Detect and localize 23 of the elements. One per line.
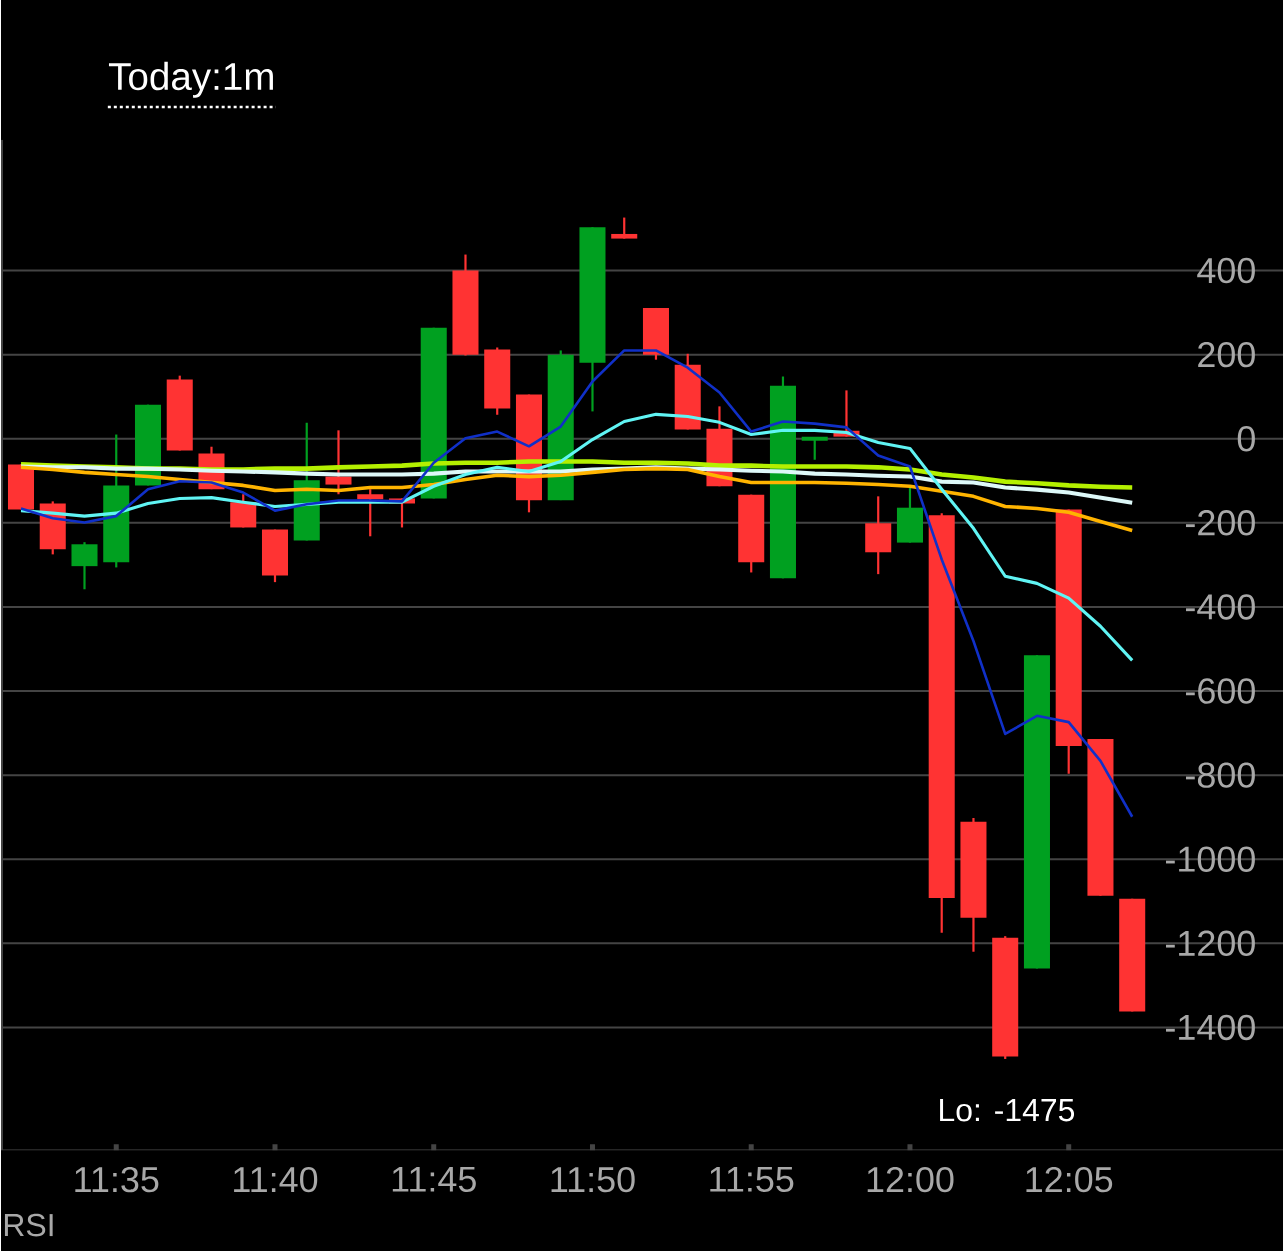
x-tick-label: 11:35 bbox=[75, 1166, 159, 1193]
x-tick-label: 12:05 bbox=[1026, 1166, 1113, 1193]
line-series bbox=[19, 349, 1134, 819]
annotation: Lo: -1475 bbox=[940, 1099, 1075, 1122]
x-tick-label: 11:55 bbox=[710, 1166, 794, 1192]
y-tick-label: 0 bbox=[1237, 426, 1255, 452]
chart-title: Today:1m bbox=[108, 61, 273, 98]
y-tick-label: 400 bbox=[1197, 257, 1255, 284]
x-tick-label: 12:00 bbox=[867, 1166, 954, 1193]
text: RSI bbox=[4, 1213, 53, 1237]
candlestick bbox=[325, 429, 352, 496]
x-tick-label: 11:50 bbox=[551, 1166, 635, 1193]
x-tick-label: 11:40 bbox=[234, 1166, 318, 1193]
y-tick-label: -200 bbox=[1186, 510, 1255, 536]
y-tick-label: -1400 bbox=[1166, 1014, 1255, 1041]
y-tick-label: 200 bbox=[1198, 341, 1255, 368]
candlestick bbox=[801, 436, 828, 461]
x-tick-label: 11:45 bbox=[392, 1166, 476, 1192]
y-tick-label: -600 bbox=[1186, 678, 1255, 704]
y-tick-label: -400 bbox=[1186, 594, 1255, 620]
y-tick-label: -1200 bbox=[1166, 930, 1255, 957]
y-tick-label: -1000 bbox=[1166, 846, 1255, 872]
y-tick-label: -800 bbox=[1186, 762, 1255, 788]
